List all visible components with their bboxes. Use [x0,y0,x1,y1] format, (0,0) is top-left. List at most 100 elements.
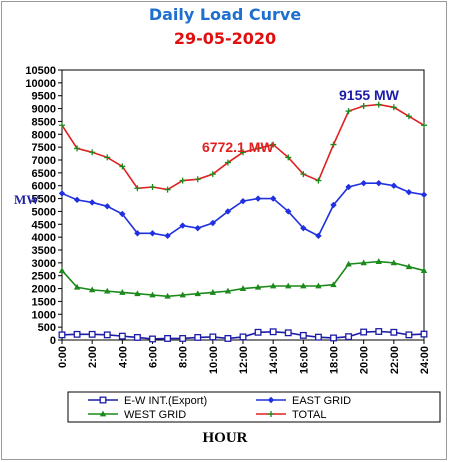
point-marker [405,331,413,339]
point-marker [118,332,126,340]
point-marker [360,103,367,109]
point-marker [74,145,81,152]
y-axis-label: MW [14,192,39,207]
point-marker [254,283,262,290]
point-marker [224,287,232,294]
y-tick-label: 5500 [32,194,56,206]
y-tick-label: 10000 [25,78,56,90]
point-marker [119,289,126,295]
x-tick-label: 16:00 [298,346,310,374]
point-marker [421,122,427,129]
point-marker [179,177,186,184]
point-marker [240,149,246,156]
point-marker [224,208,232,215]
point-marker [58,331,66,339]
y-tick-label: 5000 [32,206,56,218]
point-marker [360,259,367,266]
point-marker [179,335,187,342]
point-marker [270,141,277,148]
y-tick-label: 9000 [32,104,56,116]
point-marker [300,282,307,289]
point-marker [104,287,111,294]
point-marker [104,203,111,210]
y-tick-label: 8000 [32,129,56,141]
y-tick-label: 1000 [32,309,56,321]
point-marker [345,333,353,341]
y-axis: 0500100015002000250030003500400045005000… [25,65,62,347]
legend-label: EAST GRID [292,395,351,407]
x-tick-label: 4:00 [117,346,129,368]
point-marker [58,190,66,197]
chart-subtitle: 29-05-2020 [173,29,277,48]
point-marker [73,330,81,338]
point-marker [315,232,322,240]
point-marker [194,290,201,297]
point-marker [149,335,156,343]
y-tick-label: 2000 [32,284,56,296]
point-marker [119,163,126,170]
point-marker [285,208,292,215]
point-marker [194,176,201,183]
point-marker [58,267,66,273]
point-marker [209,171,216,178]
point-marker [390,259,398,266]
x-tick-label: 22:00 [389,346,401,374]
y-tick-label: 8500 [32,116,56,128]
point-marker [149,230,156,237]
point-marker [405,113,412,120]
point-marker [267,396,275,404]
point-marker [330,141,337,148]
point-marker [73,283,81,290]
series-group [58,101,428,343]
point-marker [420,330,428,338]
point-marker [390,182,398,189]
point-marker [134,230,141,237]
point-marker [164,292,171,299]
point-marker [88,286,96,293]
point-marker [99,410,107,417]
y-tick-label: 6500 [32,168,56,180]
x-tick-label: 8:00 [178,346,190,368]
point-marker [149,184,156,190]
point-marker [345,108,352,115]
point-marker [375,179,382,187]
point-marker [390,104,397,111]
point-marker [239,285,247,291]
point-marker [268,411,274,417]
point-marker [255,145,262,152]
point-marker [88,330,96,338]
point-marker [420,267,428,273]
point-marker [88,199,96,206]
point-marker [73,196,81,204]
y-tick-label: 0 [50,335,56,347]
x-tick-label: 20:00 [359,346,371,374]
point-marker [405,188,413,196]
y-tick-label: 7000 [32,155,56,167]
y-tick-label: 4000 [32,232,56,244]
point-marker [194,224,201,232]
point-marker [345,260,352,267]
x-tick-label: 14:00 [268,346,280,374]
y-tick-label: 7500 [32,142,56,154]
point-marker [345,183,352,191]
point-marker [133,333,141,341]
point-marker [360,179,367,187]
point-marker [209,333,217,341]
point-marker [179,291,186,298]
point-marker [390,328,398,336]
point-marker [314,333,322,341]
y-tick-label: 10500 [25,65,56,77]
point-marker [179,222,186,229]
y-tick-label: 1500 [32,296,56,308]
y-tick-label: 9500 [32,91,56,103]
y-tick-label: 4500 [32,219,56,231]
point-marker [269,328,277,336]
point-marker [300,224,307,232]
point-marker [224,335,232,342]
point-marker [330,281,337,288]
point-marker [360,328,368,336]
point-marker [134,185,141,192]
point-marker [149,291,156,298]
legend-label: E-W INT.(Export) [124,395,207,407]
point-marker [254,328,262,336]
